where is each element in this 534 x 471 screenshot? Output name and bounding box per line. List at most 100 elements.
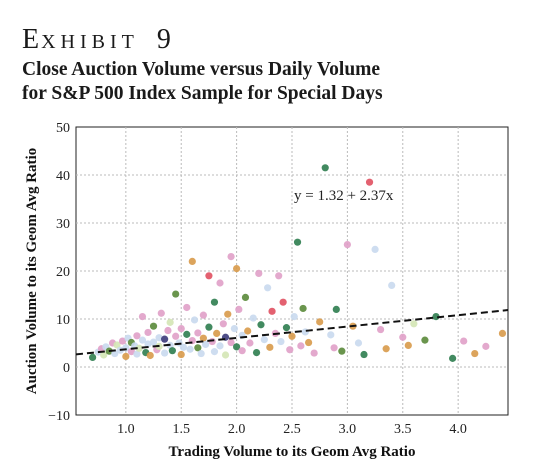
data-point <box>482 342 490 350</box>
data-point <box>133 350 141 358</box>
data-point <box>186 345 194 353</box>
data-point <box>224 310 232 318</box>
data-point <box>246 339 254 347</box>
grid-lines <box>76 127 508 415</box>
data-point <box>316 318 324 326</box>
y-tick-label: 40 <box>56 169 70 184</box>
data-point <box>301 328 309 336</box>
data-point <box>100 351 108 359</box>
data-point <box>432 313 440 321</box>
data-point <box>338 347 346 355</box>
data-point <box>197 349 205 358</box>
data-point <box>241 293 250 301</box>
data-point <box>252 349 261 357</box>
data-point <box>213 329 221 337</box>
data-point <box>172 332 180 340</box>
data-point <box>293 238 302 246</box>
data-point <box>194 344 202 352</box>
data-point <box>260 336 268 344</box>
y-tick-labels: 50 40 30 20 10 0 −10 <box>48 121 70 424</box>
data-point <box>149 322 158 330</box>
data-point <box>371 245 379 253</box>
data-point <box>194 329 202 337</box>
data-point <box>133 332 141 340</box>
data-point <box>230 325 238 333</box>
data-point <box>310 349 318 357</box>
data-point <box>183 303 191 312</box>
data-point <box>210 298 219 306</box>
data-point <box>149 338 158 346</box>
data-point <box>498 329 507 337</box>
data-point <box>277 337 285 346</box>
data-point <box>354 339 363 347</box>
y-tick-label: 0 <box>63 361 70 376</box>
y-tick-label: 10 <box>56 313 70 328</box>
fit-line <box>75 309 509 356</box>
data-point <box>146 351 154 360</box>
data-point <box>118 337 127 345</box>
data-point <box>161 335 169 343</box>
data-point <box>410 320 418 328</box>
x-tick-label: 2.0 <box>228 422 246 437</box>
data-point <box>168 347 176 355</box>
data-point <box>255 269 263 277</box>
x-tick-labels: 1.0 1.5 2.0 2.5 3.0 3.5 4.0 <box>117 422 467 437</box>
data-point <box>404 341 412 349</box>
data-point <box>89 353 97 361</box>
data-point <box>138 313 147 321</box>
x-tick-label: 4.0 <box>449 422 467 437</box>
data-point <box>275 272 283 280</box>
x-tick-label: 1.5 <box>172 422 190 437</box>
data-point <box>113 341 121 349</box>
x-tick-label: 3.5 <box>394 422 412 437</box>
data-point <box>144 340 152 348</box>
x-tick-label: 1.0 <box>117 422 135 437</box>
data-point <box>227 253 235 261</box>
data-point <box>188 257 196 265</box>
data-point <box>249 314 257 322</box>
data-point <box>199 334 207 342</box>
data-point <box>221 351 230 359</box>
data-point <box>235 305 243 313</box>
data-point <box>264 284 272 292</box>
data-point <box>471 349 479 358</box>
data-point <box>205 272 213 280</box>
data-point <box>190 316 199 324</box>
fit-equation: y = 1.32 + 2.37x <box>294 188 394 204</box>
data-point <box>388 281 396 289</box>
data-point <box>279 298 287 306</box>
data-point <box>172 290 180 298</box>
data-point <box>144 328 152 337</box>
data-point <box>205 323 213 331</box>
data-point <box>199 311 207 319</box>
data-point <box>233 343 241 351</box>
data-point <box>288 332 296 340</box>
data-point <box>360 350 368 359</box>
data-point <box>377 325 385 334</box>
data-point <box>421 336 429 344</box>
data-point <box>343 241 351 249</box>
data-point <box>155 334 163 342</box>
subtitle-line-2: for S&P 500 Index Sample for Special Day… <box>22 83 383 104</box>
data-point <box>330 344 338 352</box>
data-point <box>382 345 390 353</box>
data-point <box>332 305 340 313</box>
data-point <box>127 348 135 356</box>
data-point <box>227 338 235 347</box>
data-point <box>297 342 305 350</box>
data-point <box>177 350 185 359</box>
data-point <box>202 340 210 349</box>
data-point <box>179 343 188 351</box>
data-point <box>290 313 298 321</box>
data-point <box>161 349 169 357</box>
data-point <box>299 304 307 313</box>
data-point <box>122 352 130 361</box>
subtitle-line-1: Close Auction Volume versus Daily Volume <box>22 59 381 80</box>
data-point <box>365 178 374 186</box>
data-point <box>257 321 265 329</box>
x-axis-label: Trading Volume to its Geom Avg Ratio <box>169 444 416 460</box>
data-point <box>157 309 165 317</box>
data-point <box>183 330 191 338</box>
data-point <box>460 337 468 345</box>
